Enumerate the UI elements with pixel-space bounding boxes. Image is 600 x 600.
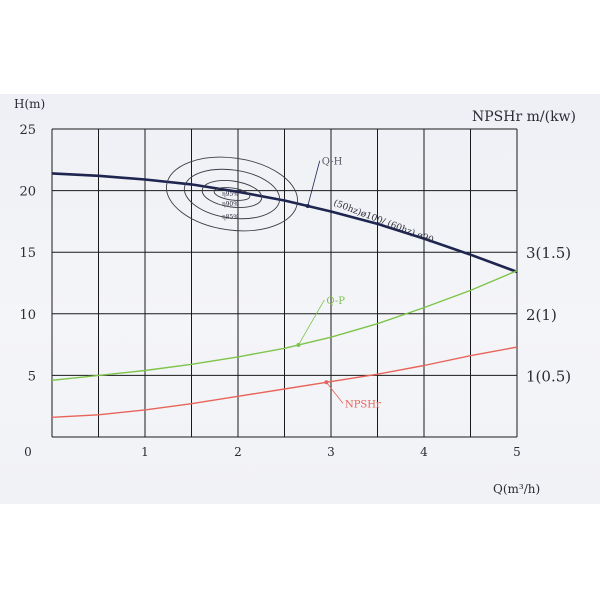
y-left-tick-label: 15 [19, 246, 36, 261]
efficiency-ellipse [213, 187, 251, 201]
x-tick-label: 0 [24, 445, 32, 459]
leader-line [326, 382, 344, 404]
x-tick-label: 1 [141, 445, 149, 459]
efficiency-label: η85% [222, 214, 239, 221]
x-tick-label: 3 [327, 445, 335, 459]
efficiency-ellipse [183, 168, 281, 220]
y-right-tick-label: 3(1.5) [526, 244, 571, 262]
y-right-tick-label: 2(1) [526, 306, 557, 324]
efficiency-ellipses: η95% η90% η85% [166, 156, 298, 232]
series-line-q-p [51, 270, 518, 381]
y-left-tick-label: 10 [19, 308, 36, 323]
y-left-tick-label: 20 [19, 185, 36, 200]
curve-annotation: (50hz)ø100/ (60hz) ø90 [332, 198, 435, 246]
y-left-tick-label: 5 [28, 369, 36, 384]
y-right-axis-label: NPSHr m/(kw) [472, 109, 576, 125]
series-line-npshr [51, 346, 518, 418]
x-tick-label: 2 [234, 445, 242, 459]
series-label-npshr: NPSHr [345, 399, 381, 410]
efficiency-label: η90% [222, 201, 239, 208]
leader-dot [296, 342, 301, 347]
x-axis-label: Q(m³/h) [493, 482, 540, 496]
y-left-axis-label: H(m) [14, 97, 45, 111]
x-tick-label: 5 [513, 445, 521, 459]
series-label-q-h: Q-H [322, 157, 343, 168]
series-line-q-h [51, 172, 518, 274]
curves: Q-H Q-P NPSHr [51, 157, 518, 418]
leader-dot [305, 204, 310, 208]
y-right-tick-label: 1(0.5) [526, 367, 571, 385]
x-tick-label: 4 [420, 445, 428, 459]
leader-line [298, 299, 325, 346]
efficiency-label: η95% [222, 191, 239, 198]
efficiency-ellipse [166, 156, 298, 232]
series-label-q-p: Q-P [326, 296, 345, 307]
grid [51, 128, 518, 438]
leader-dot [324, 380, 329, 385]
efficiency-ellipse [201, 180, 263, 208]
leader-line [307, 160, 321, 207]
y-left-tick-label: 25 [19, 123, 36, 138]
chart-background [0, 94, 600, 504]
